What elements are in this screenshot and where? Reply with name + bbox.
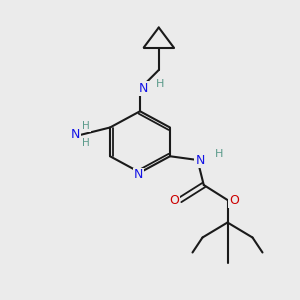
Text: H: H [214, 149, 223, 159]
Text: H: H [156, 79, 164, 89]
Text: N: N [134, 169, 143, 182]
Text: O: O [229, 194, 239, 206]
Text: N: N [70, 128, 80, 142]
Text: H: H [82, 137, 90, 148]
Text: O: O [169, 194, 179, 206]
Text: H: H [82, 121, 90, 131]
Text: N: N [139, 82, 148, 95]
Text: N: N [195, 154, 205, 166]
